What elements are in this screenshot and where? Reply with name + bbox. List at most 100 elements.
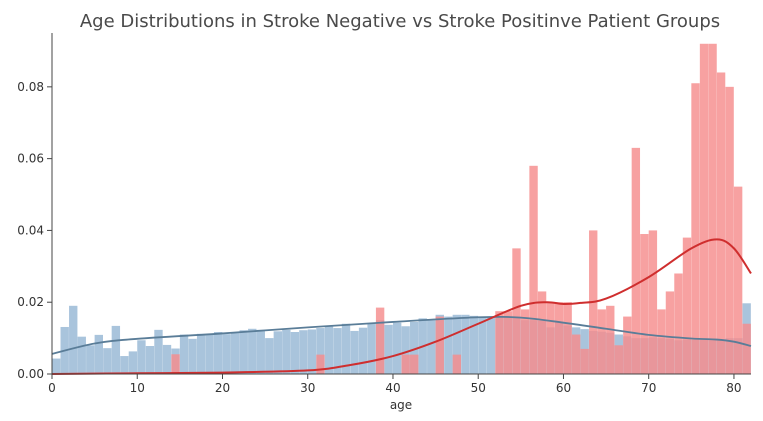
stroke-negative-bar bbox=[111, 325, 121, 374]
stroke-negative-bar bbox=[196, 333, 206, 374]
stroke-positive-bar bbox=[537, 291, 547, 374]
stroke-positive-bar bbox=[597, 309, 606, 374]
stroke-positive-bar bbox=[742, 323, 751, 374]
stroke-negative-bar bbox=[324, 326, 334, 374]
stroke-negative-bar bbox=[154, 329, 163, 374]
stroke-negative-bar bbox=[316, 328, 325, 374]
stroke-negative-bar bbox=[256, 329, 265, 374]
stroke-negative-bar bbox=[188, 338, 197, 374]
stroke-positive-bar bbox=[546, 302, 555, 374]
stroke-positive-bar bbox=[375, 307, 385, 374]
stroke-negative-bar bbox=[367, 323, 376, 374]
stroke-positive-bar bbox=[657, 309, 666, 374]
x-tick-label: 10 bbox=[130, 381, 145, 395]
stroke-negative-bar bbox=[350, 330, 359, 374]
stroke-negative-bar bbox=[222, 334, 231, 374]
stroke-positive-bar bbox=[435, 316, 444, 374]
stroke-negative-bar bbox=[401, 326, 410, 374]
stroke-positive-bar bbox=[699, 43, 709, 374]
y-tick-label: 0.02 bbox=[17, 295, 44, 309]
stroke-negative-bar bbox=[290, 332, 300, 374]
stroke-negative-kde-line bbox=[51, 315, 752, 355]
stroke-positive-bar bbox=[563, 302, 572, 374]
stroke-positive-bar bbox=[733, 186, 743, 374]
stroke-positive-bar bbox=[623, 316, 632, 374]
chart-title: Age Distributions in Stroke Negative vs … bbox=[80, 11, 720, 32]
stroke-positive-bar bbox=[529, 165, 538, 374]
x-tick-label: 60 bbox=[556, 381, 571, 395]
stroke-negative-bar bbox=[341, 323, 351, 374]
stroke-positive-bar bbox=[503, 311, 513, 374]
stroke-positive-bar bbox=[631, 147, 641, 374]
stroke-positive-bar bbox=[614, 345, 623, 374]
stroke-negative-bar bbox=[478, 316, 487, 374]
stroke-negative-bar bbox=[307, 329, 317, 374]
plot-layer: 0 10 20 30 40 50 60 70 80 0.00 0.02 0.04 0.06 0.08 bbox=[17, 33, 752, 395]
x-tick-label: 70 bbox=[641, 381, 656, 395]
stroke-negative-bar bbox=[444, 316, 453, 374]
y-tick-label: 0.06 bbox=[17, 152, 44, 166]
stroke-positive-bar bbox=[606, 305, 615, 374]
stroke-positive-bar bbox=[401, 354, 410, 374]
stroke-negative-bar bbox=[469, 315, 479, 374]
stroke-negative-bar bbox=[69, 305, 78, 374]
stroke-negative-bar bbox=[299, 330, 308, 374]
stroke-positive-bar bbox=[691, 83, 700, 375]
stroke-negative-bar bbox=[162, 344, 172, 374]
stroke-negative-bar bbox=[120, 356, 129, 374]
stroke-positive-bar bbox=[682, 237, 692, 374]
stroke-positive-bar bbox=[725, 86, 734, 374]
y-tick-label: 0.08 bbox=[17, 80, 44, 94]
stroke-positive-bar bbox=[495, 311, 504, 374]
stroke-negative-bar bbox=[179, 334, 189, 374]
stroke-positive-bar bbox=[520, 309, 530, 374]
stroke-negative-bar bbox=[410, 321, 419, 374]
axes: 0 10 20 30 40 50 60 70 80 0.00 0.02 0.04 0.06 0.08 bbox=[17, 33, 751, 395]
stroke-negative-bar bbox=[239, 330, 248, 374]
stroke-negative-bar bbox=[392, 322, 402, 374]
stroke-negative-bar bbox=[213, 332, 223, 374]
stroke-positive-bar bbox=[452, 354, 462, 374]
stroke-positive-bar bbox=[716, 72, 726, 375]
y-tick-label: 0.04 bbox=[17, 223, 44, 237]
x-tick-label: 0 bbox=[48, 381, 56, 395]
stroke-negative-bar bbox=[52, 358, 61, 374]
stroke-positive-bar bbox=[640, 234, 649, 374]
x-tick-label: 40 bbox=[385, 381, 400, 395]
x-axis-label: age bbox=[390, 398, 412, 412]
stroke-positive-bar bbox=[674, 273, 683, 374]
stroke-negative-bar bbox=[205, 334, 214, 374]
y-tick-label: 0.00 bbox=[17, 367, 44, 381]
x-ticks: 0 10 20 30 40 50 60 70 80 bbox=[48, 374, 742, 395]
stroke-positive-bar bbox=[708, 43, 717, 374]
stroke-negative-bar bbox=[452, 314, 462, 374]
stroke-negative-bar bbox=[486, 316, 496, 374]
x-tick-label: 20 bbox=[215, 381, 230, 395]
stroke-negative-bar bbox=[128, 351, 138, 374]
stroke-positive-bar bbox=[554, 302, 564, 374]
stroke-positive-bar bbox=[648, 230, 658, 374]
stroke-negative-bar bbox=[103, 348, 112, 374]
x-tick-label: 50 bbox=[471, 381, 486, 395]
stroke-negative-bar bbox=[77, 336, 86, 374]
stroke-positive-kde-line bbox=[51, 238, 752, 375]
stroke-negative-bar bbox=[461, 314, 470, 374]
stroke-positive-bar bbox=[410, 354, 419, 374]
stroke-negative-bar bbox=[358, 327, 368, 374]
stroke-positive-bar bbox=[665, 291, 675, 374]
stroke-positive-bar bbox=[512, 248, 521, 374]
stroke-negative-bar bbox=[265, 338, 274, 374]
stroke-negative-bar bbox=[273, 331, 283, 374]
stroke-negative-bar bbox=[145, 346, 155, 374]
stroke-negative-bar bbox=[137, 340, 146, 374]
x-tick-label: 80 bbox=[726, 381, 741, 395]
stroke-negative-bar bbox=[384, 324, 393, 374]
stroke-positive-bar bbox=[171, 354, 180, 374]
stroke-negative-bar bbox=[427, 320, 436, 374]
stroke-positive-bar bbox=[580, 348, 589, 374]
stroke-negative-bar bbox=[94, 334, 103, 374]
stroke-negative-bar bbox=[86, 345, 95, 374]
y-ticks: 0.00 0.02 0.04 0.06 0.08 bbox=[17, 80, 52, 381]
